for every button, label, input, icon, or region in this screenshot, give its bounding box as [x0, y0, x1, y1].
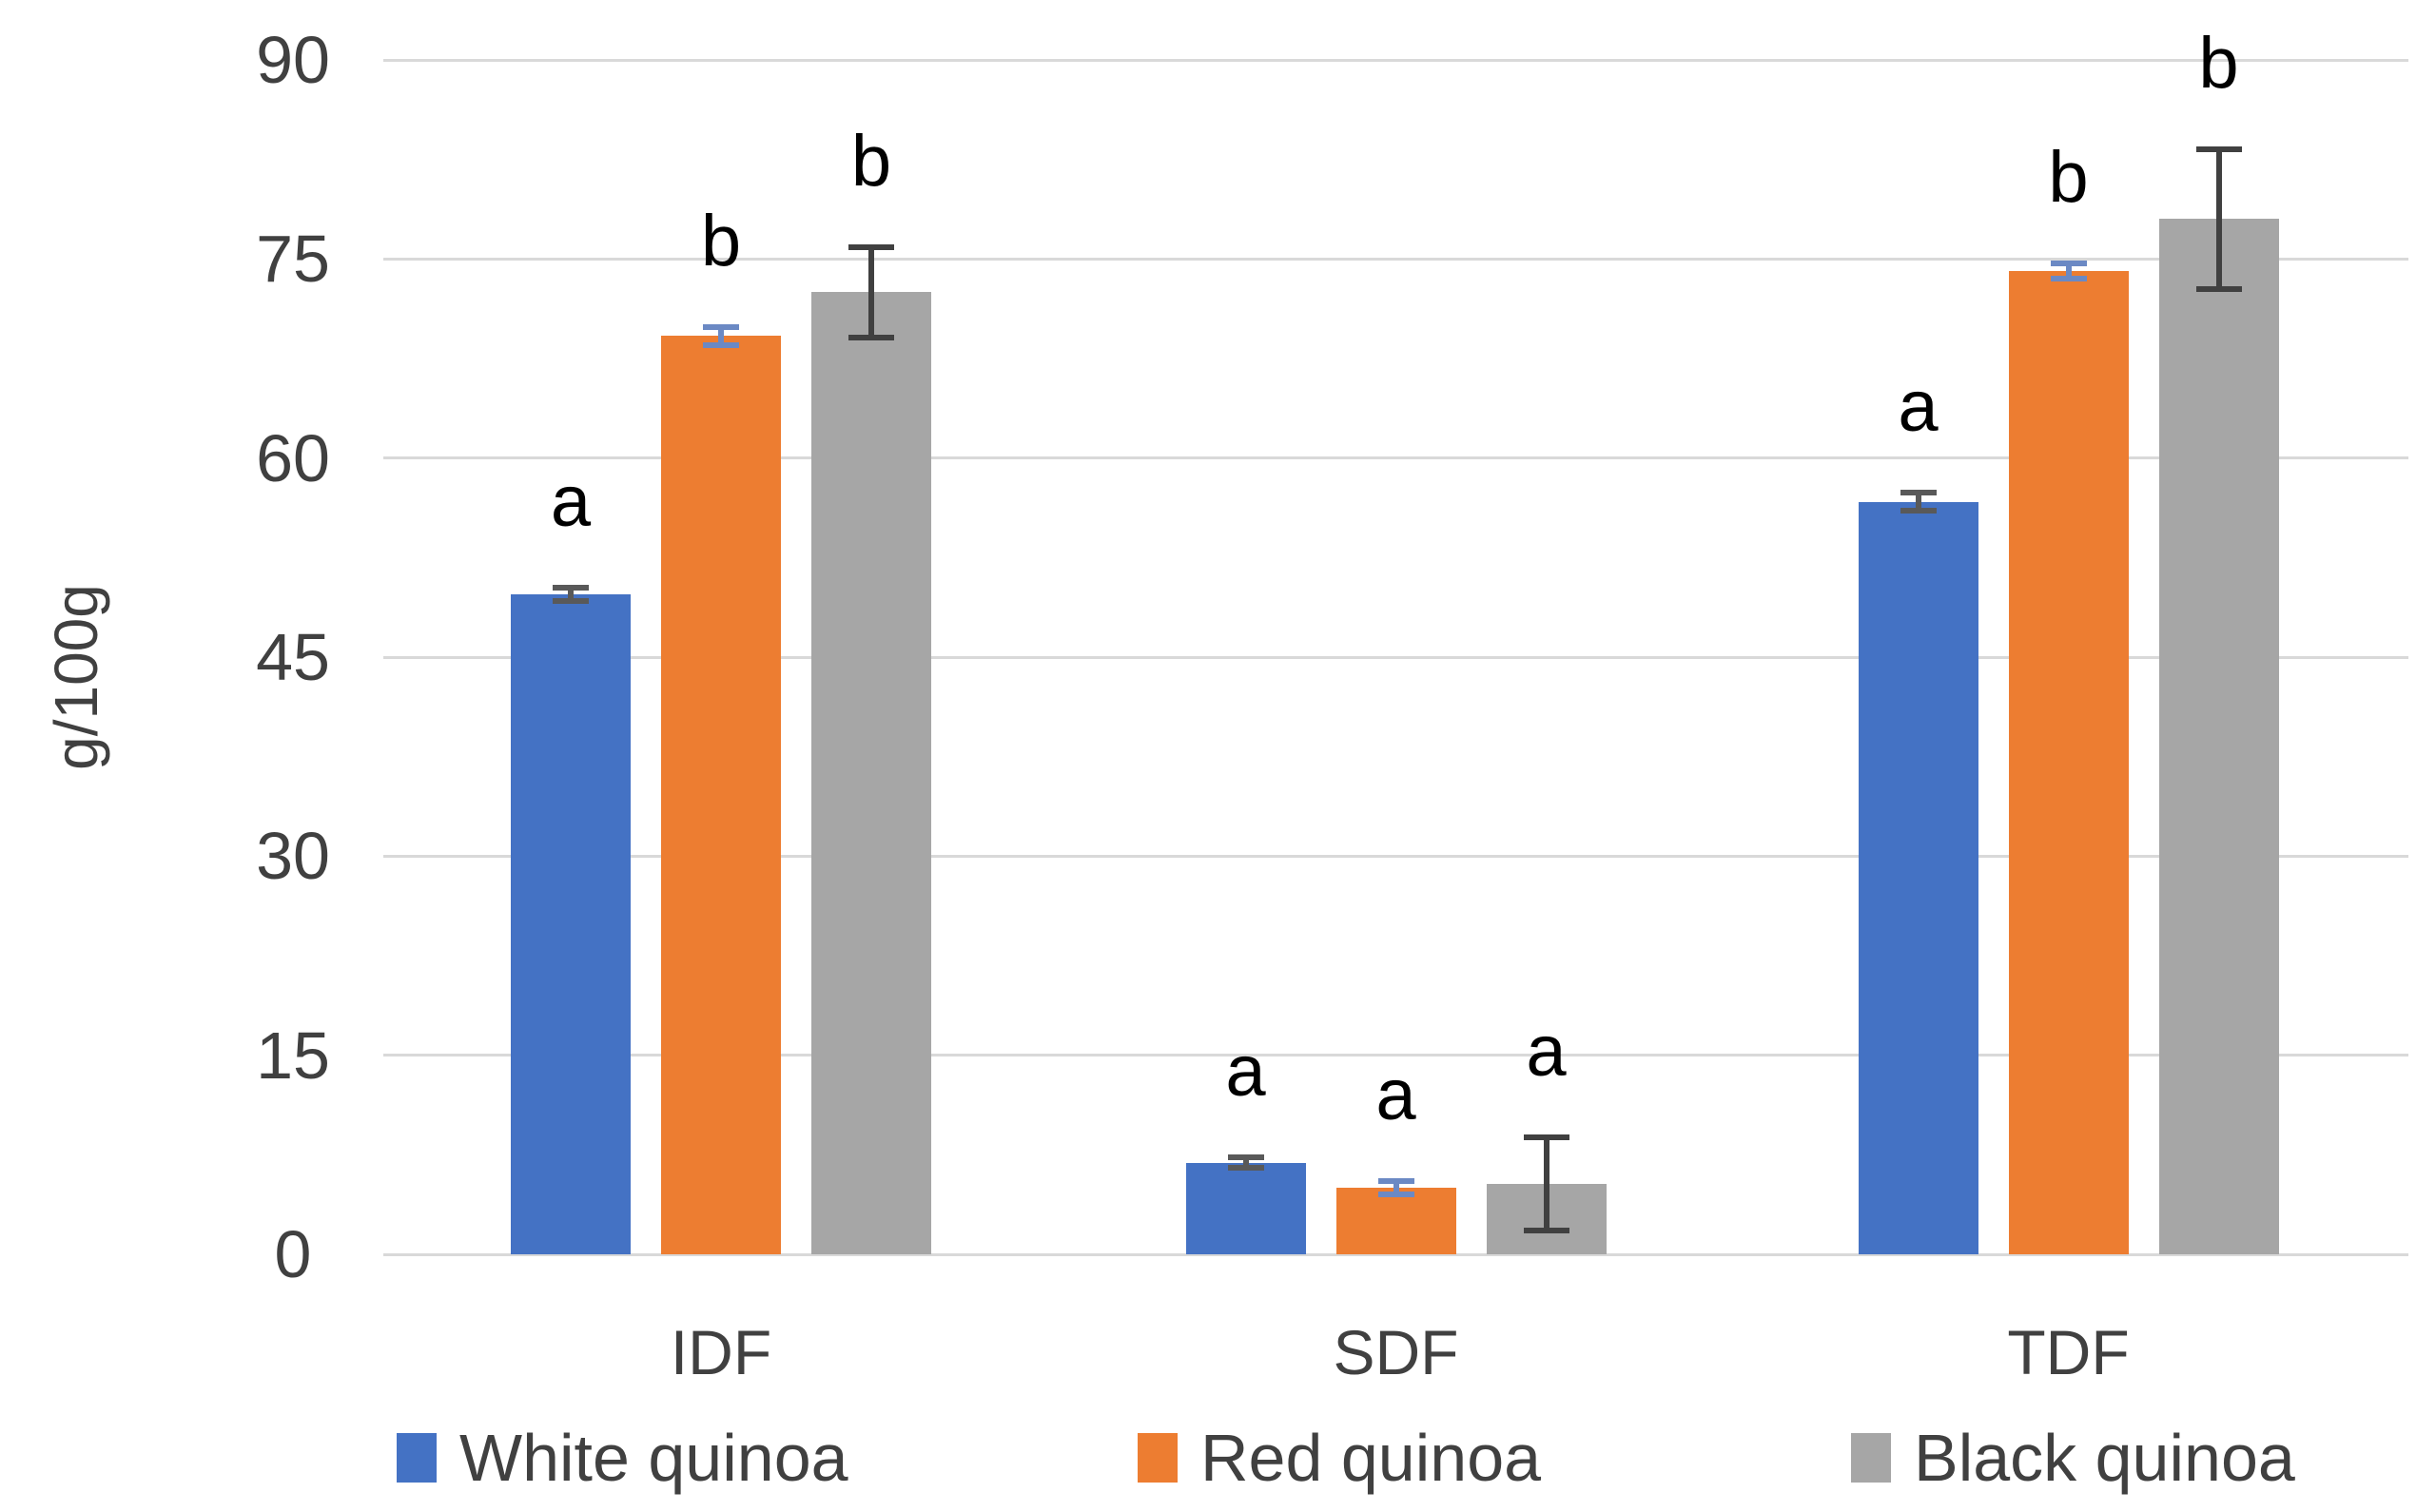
- legend-item: Red quinoa: [1138, 1420, 1541, 1496]
- error-bar-cap: [553, 585, 589, 591]
- legend-label: Black quinoa: [1914, 1421, 2295, 1495]
- gridline: [383, 58, 2408, 62]
- y-tick-label: 90: [256, 23, 330, 97]
- bar: [1335, 1188, 1456, 1254]
- y-tick-label: 60: [256, 420, 330, 495]
- category-label: IDF: [670, 1317, 772, 1387]
- error-bar-cap: [848, 243, 894, 250]
- bar: [2008, 270, 2129, 1254]
- bar: [1858, 501, 1978, 1254]
- significance-letter: a: [1898, 365, 1939, 447]
- error-bar-cap: [2195, 286, 2242, 293]
- y-tick-label: 0: [274, 1217, 312, 1291]
- y-tick-label: 45: [256, 620, 330, 694]
- legend-swatch: [1851, 1433, 1891, 1483]
- bar: [2158, 219, 2279, 1254]
- error-bar-cap: [1523, 1134, 1569, 1141]
- gridline: [383, 854, 2408, 858]
- error-bar-cap: [1377, 1178, 1414, 1185]
- error-bar: [2065, 262, 2072, 280]
- bar: [1185, 1162, 1306, 1254]
- y-axis-title: g/100g: [42, 584, 110, 770]
- error-bar: [1543, 1137, 1549, 1231]
- error-bar-cap: [703, 342, 739, 349]
- bar: [661, 336, 781, 1254]
- error-bar-cap: [848, 334, 894, 340]
- legend-swatch: [1138, 1433, 1178, 1483]
- significance-letter: a: [550, 461, 592, 543]
- legend-label: Red quinoa: [1200, 1421, 1542, 1495]
- error-bar: [568, 588, 574, 602]
- error-bar: [2215, 148, 2222, 290]
- legend-item: White quinoa: [397, 1420, 848, 1496]
- bar: [811, 292, 931, 1254]
- legend-label: White quinoa: [459, 1421, 848, 1495]
- error-bar-cap: [1227, 1165, 1264, 1172]
- gridline: [383, 257, 2408, 261]
- error-bar: [1242, 1157, 1249, 1169]
- error-bar-cap: [703, 323, 739, 330]
- error-bar-cap: [2195, 145, 2242, 152]
- significance-letter: a: [1225, 1031, 1266, 1113]
- error-bar: [1915, 492, 1921, 512]
- gridline: [383, 1252, 2408, 1256]
- significance-letter: b: [2198, 22, 2239, 104]
- y-tick-label: 75: [256, 222, 330, 297]
- legend-item: Black quinoa: [1851, 1420, 2295, 1496]
- significance-letter: a: [1526, 1011, 1567, 1093]
- error-bar-cap: [1523, 1227, 1569, 1233]
- category-label: SDF: [1333, 1317, 1459, 1387]
- error-bar-cap: [1900, 508, 1937, 514]
- error-bar-cap: [1900, 489, 1937, 495]
- error-bar: [868, 246, 874, 338]
- error-bar-cap: [1227, 1154, 1264, 1161]
- category-label: TDF: [2007, 1317, 2130, 1387]
- significance-letter: b: [2048, 136, 2089, 218]
- bar: [511, 594, 631, 1254]
- legend-swatch: [397, 1433, 437, 1483]
- significance-letter: b: [700, 200, 742, 281]
- gridline: [383, 655, 2408, 659]
- error-bar: [718, 326, 724, 346]
- error-bar-cap: [553, 598, 589, 605]
- gridline: [383, 456, 2408, 460]
- y-tick-label: 15: [256, 1018, 330, 1093]
- error-bar-cap: [2050, 260, 2087, 266]
- error-bar-cap: [1377, 1192, 1414, 1198]
- error-bar: [1393, 1181, 1399, 1195]
- significance-letter: a: [1375, 1055, 1416, 1136]
- error-bar-cap: [2050, 276, 2087, 282]
- y-tick-label: 30: [256, 819, 330, 894]
- gridline: [383, 1054, 2408, 1057]
- significance-letter: b: [850, 120, 892, 202]
